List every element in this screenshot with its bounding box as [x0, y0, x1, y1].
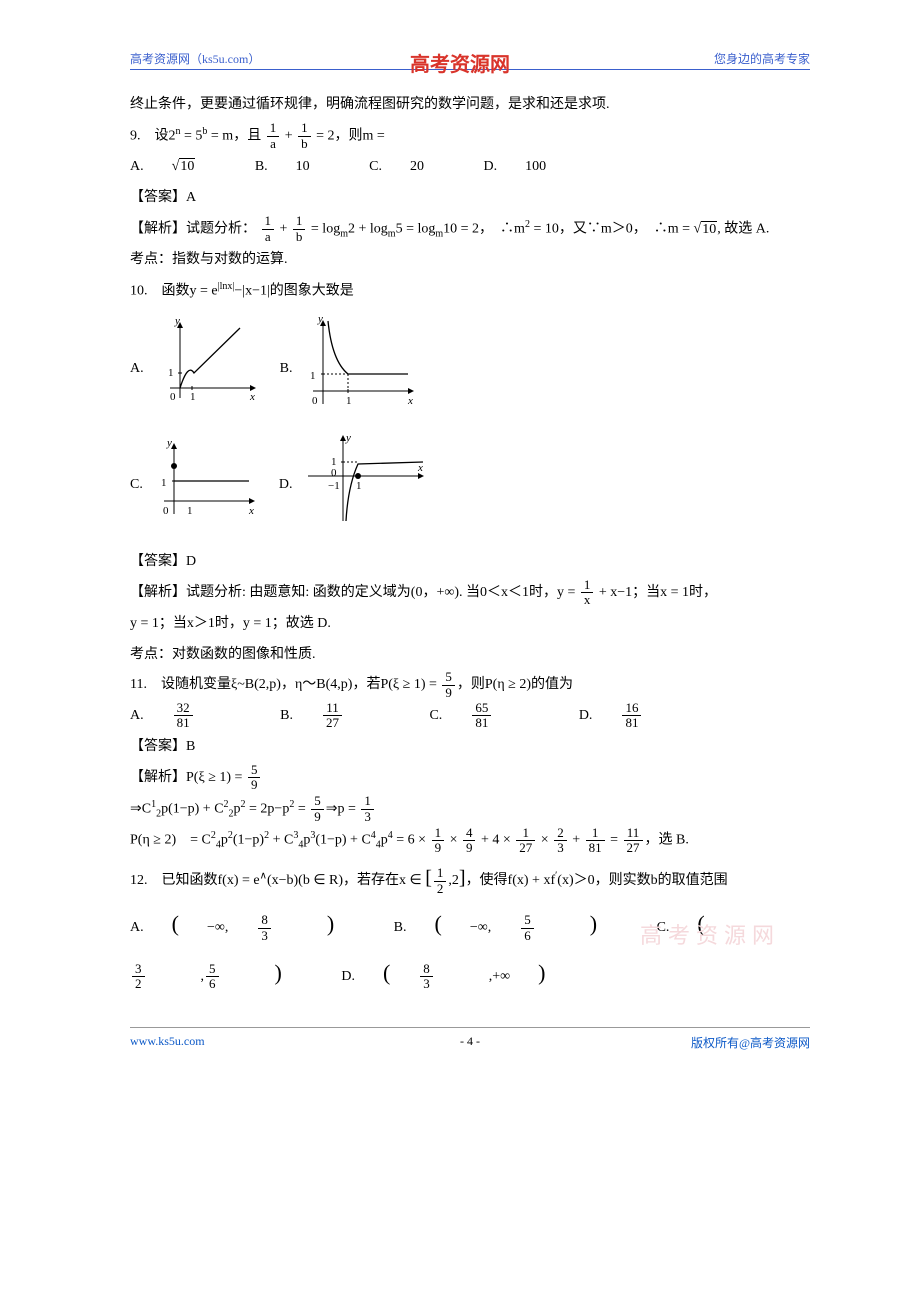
q10-graphs-row2: C. y x 1 1 0 D.: [130, 431, 810, 539]
q10-analysis-l2: y = 1；当x＞1时，y = 1；故选 D.: [130, 609, 810, 640]
q12-stem: 12. 已知函数f(x) = e∧(x−b)(b ∈ R)，若存在x ∈ [12…: [130, 856, 810, 900]
q10-stem: 10. 函数y = e|lnx|−|x−1|的图象大致是: [130, 276, 810, 307]
q9-answer: 【答案】A: [130, 183, 810, 214]
footer-left: www.ks5u.com: [130, 1034, 205, 1051]
svg-text:1: 1: [161, 477, 167, 489]
header-left: 高考资源网（ks5u.com）: [130, 50, 260, 67]
svg-text:x: x: [417, 462, 423, 474]
svg-text:1: 1: [190, 391, 196, 403]
header-center-logo: 高考资源网: [410, 48, 510, 77]
graph-d: y x 1 −1 0 1: [298, 431, 428, 539]
svg-text:1: 1: [310, 370, 316, 382]
svg-text:x: x: [248, 505, 254, 517]
q11-ana-l3: P(η ≥ 2) = C24p2(1−p)2 + C34p3(1−p) + C4…: [130, 825, 810, 856]
graph-a: y x 1 1 0: [150, 318, 260, 421]
svg-text:x: x: [407, 395, 413, 407]
svg-text:y: y: [166, 437, 172, 449]
document-body: 终止条件，更要通过循环规律，明确流程图研究的数学问题，是求和还是求项. 9. 设…: [130, 90, 810, 997]
q12-options: A.(−∞,83) B.(−∞,56) C.(−32,56) D.(83,+∞): [130, 900, 810, 997]
svg-text:0: 0: [163, 505, 169, 517]
footer-page-number: - 4 -: [460, 1034, 480, 1049]
footer-right: 版权所有@高考资源网: [691, 1034, 810, 1051]
q9-kaodian: 考点：指数与对数的运算.: [130, 245, 810, 276]
svg-text:y: y: [317, 313, 323, 325]
page-footer: www.ks5u.com - 4 - 版权所有@高考资源网: [130, 1027, 810, 1051]
graph-c: y x 1 1 0: [149, 436, 259, 534]
header-right: 您身边的高考专家: [714, 50, 810, 67]
frac-1-a: 1a: [267, 121, 280, 151]
continuation-text: 终止条件，更要通过循环规律，明确流程图研究的数学问题，是求和还是求项.: [130, 90, 810, 121]
q11-ana-l2: ⇒C12p(1−p) + C22p2 = 2p−p2 = 59⇒p = 13: [130, 794, 810, 825]
q9-options: A.√10 B.10 C.20 D.100: [130, 152, 810, 183]
frac-1-b: 1b: [298, 121, 311, 151]
q10-analysis-l1: 【解析】试题分析: 由题意知: 函数的定义域为(0，+∞). 当0＜x＜1时，y…: [130, 578, 810, 609]
q11-options: A.3281 B.1127 C.6581 D.1681: [130, 701, 810, 732]
q10-kaodian: 考点：对数函数的图像和性质.: [130, 640, 810, 671]
q11-ana-l1: 【解析】P(ξ ≥ 1) = 59: [130, 763, 810, 794]
q9-stem: 9. 设2n = 5b = m，且 1a + 1b = 2，则m =: [130, 121, 810, 152]
svg-text:1: 1: [187, 505, 193, 517]
svg-text:x: x: [249, 391, 255, 403]
svg-text:0: 0: [331, 467, 337, 479]
svg-text:1: 1: [168, 367, 174, 379]
svg-text:y: y: [345, 432, 351, 444]
q10-graphs-row1: A. y x 1 1 0 B.: [130, 316, 810, 424]
svg-text:0: 0: [312, 395, 318, 407]
q11-answer: 【答案】B: [130, 732, 810, 763]
q11-stem: 11. 设随机变量ξ~B(2,p)，η～B(4,p)，若P(ξ ≥ 1) = 5…: [130, 670, 810, 701]
page-header: 高考资源网（ks5u.com） 高考资源网 您身边的高考专家: [130, 50, 810, 70]
svg-text:0: 0: [170, 391, 176, 403]
graph-b: y x 1 1 0: [298, 316, 418, 424]
svg-text:y: y: [174, 315, 180, 327]
q10-answer: 【答案】D: [130, 547, 810, 578]
svg-text:−1: −1: [328, 480, 340, 492]
svg-text:1: 1: [356, 480, 362, 492]
svg-text:1: 1: [346, 395, 352, 407]
q9-analysis: 【解析】试题分析： 1a + 1b = logm2 + logm5 = logm…: [130, 214, 810, 245]
